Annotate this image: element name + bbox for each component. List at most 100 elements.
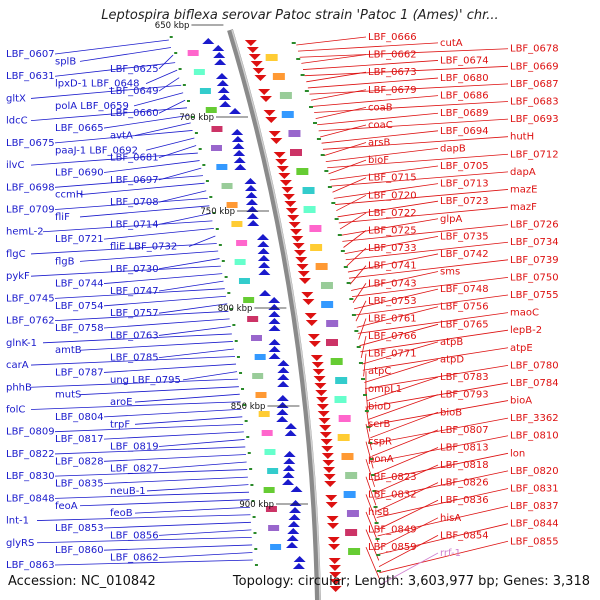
minus-gene-arrow xyxy=(289,507,302,513)
plus-gene-arrow xyxy=(293,250,306,256)
minus-gene-arrow xyxy=(292,563,305,569)
minus-gene-arrow xyxy=(246,213,259,219)
connector-left xyxy=(54,446,246,455)
gene-label-left: LBF_0856 xyxy=(110,530,159,541)
ring-dot-left xyxy=(250,484,254,486)
connector-right xyxy=(368,394,439,420)
accession-label: Accession: NC_010842 xyxy=(8,574,156,589)
connector-left xyxy=(134,416,243,425)
connector-right xyxy=(355,300,367,322)
minus-gene-arrow xyxy=(277,374,290,380)
connector-right xyxy=(378,535,439,567)
minus-gene-arrow xyxy=(276,416,289,422)
minus-gene-arrow xyxy=(268,325,281,331)
gene-label-right: LBF_0669 xyxy=(510,61,559,72)
connector-left xyxy=(30,378,238,388)
minus-gene-arrow xyxy=(229,108,242,114)
connector-left xyxy=(158,190,207,203)
connector-left xyxy=(79,386,239,396)
minus-gene-arrow xyxy=(284,430,297,436)
connector-right xyxy=(379,540,509,574)
gene-label-left: feoA xyxy=(55,501,78,512)
connector-left xyxy=(103,295,227,307)
gene-label-left: hemL-2 xyxy=(6,227,44,238)
minus-gene-arrow xyxy=(268,304,281,310)
connector-right xyxy=(352,277,509,297)
connector-right xyxy=(350,271,439,291)
ring-dot-left xyxy=(241,388,245,390)
gene-label-left: LBF_0754 xyxy=(55,301,104,312)
plus-gene-arrow xyxy=(289,229,302,235)
gene-label-right: LBF_0678 xyxy=(510,44,559,55)
gene-label-right: LBF_0726 xyxy=(510,220,559,231)
plus-gene-arrow xyxy=(316,404,329,410)
plus-gene-arrow xyxy=(329,586,342,592)
connector-right xyxy=(378,523,509,555)
gene-label-right: LBF_0725 xyxy=(368,226,417,237)
gene-label-right: LBF_0683 xyxy=(510,97,559,108)
gene-label-left: LBF_0827 xyxy=(110,464,159,475)
gene-label-left: LBF_0835 xyxy=(55,479,104,490)
plus-gene-arrow xyxy=(297,271,310,277)
ring-dot-left xyxy=(178,68,182,70)
plus-gene-arrow xyxy=(328,558,341,564)
plus-gene-arrow xyxy=(259,96,272,102)
plus-gene-arrow xyxy=(292,243,305,249)
scale-ticks: 650 kbp 700 kbp 750 kbp 800 kbp 850 kbp 900 k… xyxy=(155,21,309,510)
ring-dot-right xyxy=(363,394,368,396)
gene-label-right: hutH xyxy=(510,132,534,143)
gene-label-left: LBF_0709 xyxy=(6,205,55,216)
gene-label-right: LBF_0837 xyxy=(510,501,559,512)
connector-right xyxy=(312,95,439,107)
connector-left xyxy=(158,348,235,359)
gene-label-right: bioB xyxy=(440,407,462,418)
gene-label-right: LBF_0693 xyxy=(510,114,559,125)
connector-left xyxy=(158,258,220,270)
connector-left xyxy=(103,544,253,551)
plus-gene-arrow xyxy=(311,362,324,368)
feature-block-left xyxy=(252,373,264,379)
connector-right xyxy=(321,130,439,144)
scale-tick-label: 900 kbp xyxy=(239,500,274,510)
gene-label-left: glnK-1 xyxy=(6,338,37,349)
connector-right xyxy=(322,136,509,150)
plus-gene-arrow xyxy=(322,460,335,466)
connector-left xyxy=(30,107,188,122)
ring-dot-left xyxy=(236,356,240,358)
connector-right xyxy=(315,106,367,120)
minus-gene-arrow xyxy=(276,395,289,401)
plus-gene-arrow xyxy=(302,299,315,305)
gene-label-right: LBF_0742 xyxy=(440,249,489,260)
ring-dot-right xyxy=(296,58,301,60)
connector-left xyxy=(134,122,191,136)
gene-label-right: rrf-1 xyxy=(440,548,461,559)
ring-dot-right xyxy=(351,314,356,316)
gene-label-right: bioF xyxy=(368,155,389,166)
feature-block-right xyxy=(302,187,315,194)
minus-gene-arrow xyxy=(268,318,281,324)
scale-tick-label: 700 kbp xyxy=(179,113,214,123)
connector-right xyxy=(297,42,439,52)
connector-right xyxy=(370,417,509,445)
gene-label-left: splB xyxy=(55,56,76,67)
connector-right xyxy=(336,194,367,212)
gene-label-right: LBF_0679 xyxy=(368,85,417,96)
gene-label-left: LBF_0744 xyxy=(55,279,104,290)
connector-right xyxy=(365,459,376,487)
gene-label-left: amtB xyxy=(55,345,82,356)
gene-label-right: LBF_0784 xyxy=(510,378,559,389)
gene-label-left: fliF xyxy=(55,212,70,223)
connector-left xyxy=(145,69,178,84)
gene-label-left: LBF_0681 xyxy=(110,153,159,164)
feature-block-right xyxy=(348,548,361,555)
minus-gene-arrow xyxy=(268,339,281,345)
gene-label-left: fliE LBF_0732 xyxy=(110,242,177,253)
plus-gene-arrow xyxy=(278,173,291,179)
feature-block-right xyxy=(296,168,309,175)
gene-label-right: LBF_0753 xyxy=(368,296,417,307)
ring-dot-left xyxy=(191,116,195,118)
connector-left xyxy=(30,84,182,99)
minus-gene-arrow xyxy=(202,38,215,44)
connector-right xyxy=(365,364,509,390)
ring-dot-right xyxy=(366,426,371,428)
